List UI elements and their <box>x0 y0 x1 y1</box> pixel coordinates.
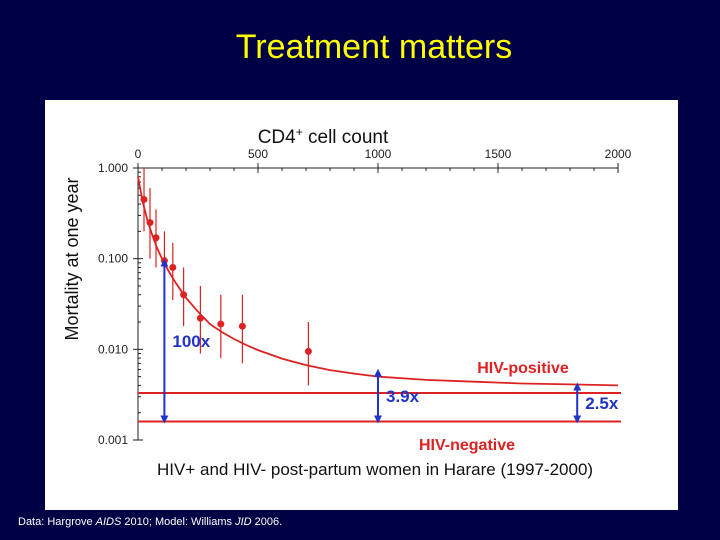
hiv-negative-label: HIV-negative <box>419 437 515 454</box>
slide-title: Treatment matters <box>235 28 513 66</box>
data-points-layer <box>140 168 312 386</box>
ratio-label: 100x <box>172 332 210 351</box>
mortality-chart: CD4+ cell count Mortality at one year 0 5… <box>62 125 632 479</box>
journal-jid: JID <box>235 516 252 528</box>
chart-panel: CD4+ cell count Mortality at one year 0 5… <box>45 100 678 510</box>
data-point <box>304 347 312 355</box>
x-tick-label: 500 <box>248 147 268 161</box>
chart-subtitle: HIV+ and HIV- post-partum women in Harar… <box>157 460 593 479</box>
data-point <box>140 195 148 203</box>
data-point <box>180 291 188 299</box>
y-axis-title: Mortality at one year <box>62 177 82 340</box>
source-citation: Data: Hargrove AIDS 2010; Model: William… <box>18 516 282 528</box>
ratio-arrows-layer: 100x 3.9x 2.5x <box>160 258 619 424</box>
source-suffix: 2006. <box>251 516 283 528</box>
y-tick-label: 0.010 <box>98 342 128 356</box>
data-point <box>196 314 204 322</box>
x-tick-label: 1000 <box>365 147 392 161</box>
model-curve-layer <box>137 176 619 387</box>
journal-aids: AIDS <box>95 516 122 528</box>
x-tick-label: 1500 <box>485 147 512 161</box>
x-axis-title: CD4+ cell count <box>258 125 389 148</box>
y-tick-label: 0.001 <box>98 433 128 447</box>
hiv-positive-model-curve <box>137 176 619 387</box>
source-prefix: Data: Hargrove <box>18 516 96 528</box>
x-tick-label: 2000 <box>605 147 632 161</box>
y-tick-label: 0.100 <box>98 252 128 266</box>
data-point <box>217 320 225 328</box>
data-point <box>169 263 177 271</box>
ratio-label: 3.9x <box>386 387 420 406</box>
data-point <box>146 219 154 227</box>
axes: 0 500 1000 1500 2000 0.001 0.010 0.100 1.000 <box>98 147 632 447</box>
ratio-label: 2.5x <box>585 394 619 413</box>
reference-lines <box>138 391 621 423</box>
x-tick-label: 0 <box>135 147 142 161</box>
data-point <box>152 234 160 242</box>
data-point <box>238 322 246 330</box>
hiv-positive-label: HIV-positive <box>477 360 569 377</box>
y-tick-label: 1.000 <box>98 161 128 175</box>
source-mid: 2010; Model: Williams <box>121 516 236 528</box>
